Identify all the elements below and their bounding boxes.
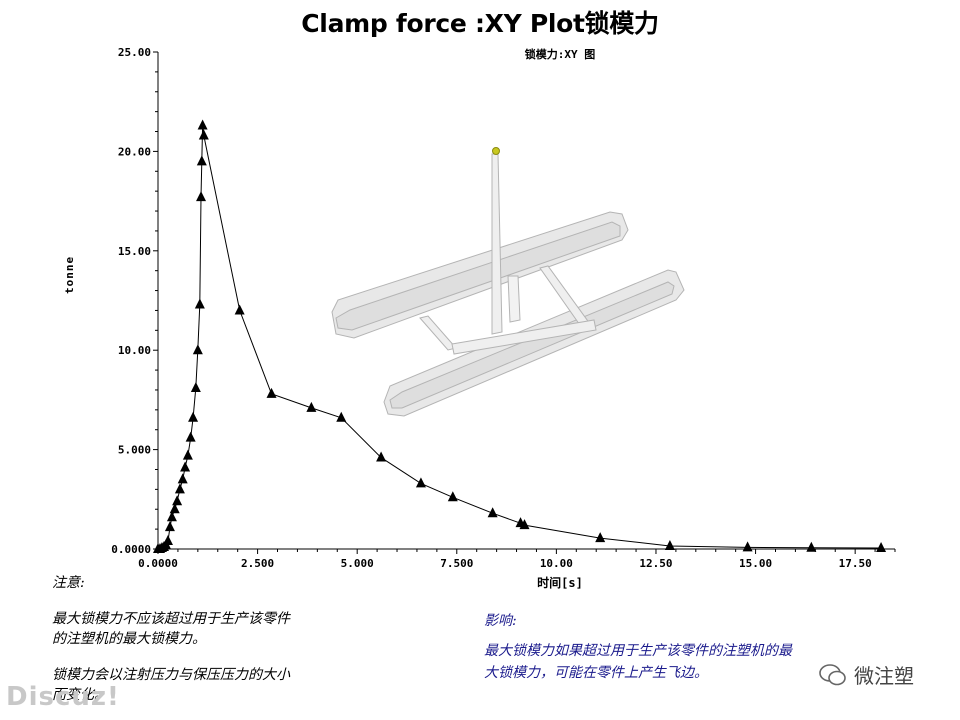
data-point-marker xyxy=(447,491,458,502)
x-tick-label: 17.50 xyxy=(839,557,872,570)
data-point-marker xyxy=(487,507,498,518)
data-point-marker xyxy=(196,155,207,166)
data-point-marker xyxy=(742,541,753,552)
data-point-marker xyxy=(196,191,207,202)
data-point-marker xyxy=(197,119,208,130)
x-tick-label: 10.00 xyxy=(540,557,573,570)
data-point-marker xyxy=(172,495,183,506)
y-tick-label: 5.000 xyxy=(118,444,151,457)
y-tick-label: 0.0000 xyxy=(111,543,151,556)
x-axis-label: 时间[s] xyxy=(537,576,583,590)
wechat-icon xyxy=(819,663,846,685)
note-left-line3: 锁模力会以注射压力与保压压力的大小 xyxy=(52,667,290,683)
data-point-marker xyxy=(190,381,201,392)
x-tick-label: 12.50 xyxy=(639,557,672,570)
x-tick-label: 0.0000 xyxy=(138,557,178,570)
data-point-marker xyxy=(376,451,387,462)
part-model-illustration xyxy=(331,147,685,417)
note-left-line2: 的注塑机的最大锁模力。 xyxy=(52,631,206,647)
discuz-watermark: Discuz! xyxy=(6,682,120,712)
data-point-marker xyxy=(664,540,675,551)
data-point-marker xyxy=(306,401,317,412)
note-right-line1: 最大锁模力如果超过用于生产该零件的注塑机的最 xyxy=(484,643,792,659)
data-point-marker xyxy=(177,473,188,484)
data-point-marker xyxy=(174,483,185,494)
x-tick-label: 15.00 xyxy=(739,557,772,570)
y-tick-label: 10.00 xyxy=(118,344,151,357)
note-right-line2: 大锁模力，可能在零件上产生飞边。 xyxy=(484,665,708,681)
wechat-watermark-text: 微注塑 xyxy=(854,664,914,688)
chart-axes xyxy=(157,52,895,550)
note-left-line4: 而变化。 xyxy=(52,687,108,703)
data-point-marker xyxy=(806,541,817,552)
x-tick-label: 5.000 xyxy=(341,557,374,570)
y-tick-label: 20.00 xyxy=(118,145,151,158)
data-point-marker xyxy=(166,511,177,522)
x-tick-label: 7.500 xyxy=(440,557,473,570)
data-point-marker xyxy=(164,521,175,532)
data-point-marker xyxy=(162,535,173,546)
chart-series xyxy=(153,119,887,553)
data-point-marker xyxy=(169,503,180,514)
x-tick-label: 2.500 xyxy=(241,557,274,570)
data-point-marker xyxy=(185,431,196,442)
note-right-heading: 影响: xyxy=(484,613,517,629)
data-point-marker xyxy=(336,411,347,422)
data-point-marker xyxy=(192,344,203,355)
note-left-line1: 最大锁模力不应该超过用于生产该零件 xyxy=(52,611,290,627)
data-point-marker xyxy=(194,298,205,309)
data-point-marker xyxy=(876,542,887,553)
y-tick-label: 25.00 xyxy=(118,46,151,59)
clamp-force-chart: 0.0000 5.000 10.00 15.00 20.00 25.00 0.0000 2.5… xyxy=(111,46,896,570)
y-tick-label: 15.00 xyxy=(118,245,151,258)
wechat-watermark: 微注塑 xyxy=(818,660,914,689)
data-point-marker xyxy=(234,304,245,315)
data-point-marker xyxy=(182,449,193,460)
note-left-heading: 注意: xyxy=(52,575,85,591)
data-point-marker xyxy=(519,519,530,530)
chart-ticks: 0.0000 5.000 10.00 15.00 20.00 25.00 0.0000 2.5… xyxy=(111,46,896,570)
data-point-marker xyxy=(180,461,191,472)
data-point-marker xyxy=(415,477,426,488)
page-title: Clamp force :XY Plot锁模力 xyxy=(301,9,659,38)
data-point-marker xyxy=(266,387,277,398)
data-point-marker xyxy=(595,532,606,543)
data-point-marker xyxy=(198,129,209,140)
data-point-marker xyxy=(188,411,199,422)
chart-subtitle: 锁模力:XY 图 xyxy=(524,48,596,61)
